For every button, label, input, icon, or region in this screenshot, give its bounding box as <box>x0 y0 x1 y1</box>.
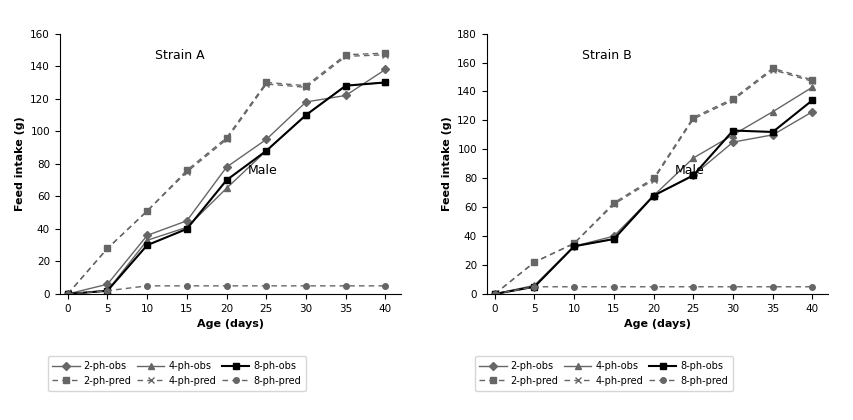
Y-axis label: Feed intake (g): Feed intake (g) <box>441 116 451 211</box>
Text: Strain A: Strain A <box>155 49 205 62</box>
Text: Strain B: Strain B <box>582 49 631 62</box>
X-axis label: Age (days): Age (days) <box>197 319 264 329</box>
Legend: 2-ph-obs, 2-ph-pred, 4-ph-obs, 4-ph-pred, 8-ph-obs, 8-ph-pred: 2-ph-obs, 2-ph-pred, 4-ph-obs, 4-ph-pred… <box>48 356 305 391</box>
Y-axis label: Feed intake (g): Feed intake (g) <box>15 116 25 211</box>
Legend: 2-ph-obs, 2-ph-pred, 4-ph-obs, 4-ph-pred, 8-ph-obs, 8-ph-pred: 2-ph-obs, 2-ph-pred, 4-ph-obs, 4-ph-pred… <box>474 356 732 391</box>
X-axis label: Age (days): Age (days) <box>624 319 690 329</box>
Text: Male: Male <box>247 164 277 177</box>
Text: Male: Male <box>674 164 704 177</box>
